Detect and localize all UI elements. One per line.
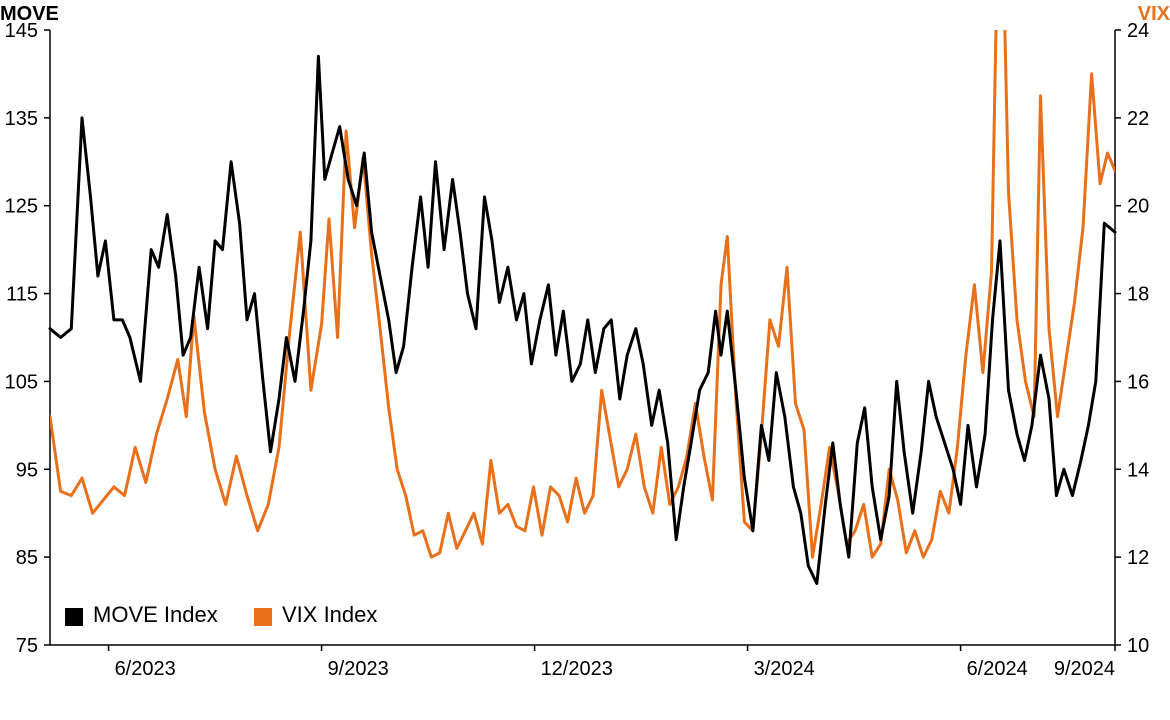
left-tick-label: 95	[16, 459, 38, 481]
left-tick-label: 115	[6, 284, 38, 306]
legend-label: VIX Index	[282, 602, 377, 627]
x-tick-label: 3/2024	[754, 658, 815, 680]
volatility-chart: MOVEVIX758595105115125135145101214161820…	[0, 0, 1170, 720]
left-tick-label: 105	[5, 371, 38, 393]
left-tick-label: 135	[5, 108, 38, 130]
right-tick-label: 24	[1127, 20, 1149, 42]
right-tick-label: 22	[1127, 108, 1149, 130]
right-tick-label: 14	[1127, 459, 1149, 481]
right-tick-label: 18	[1127, 284, 1149, 306]
x-tick-label: 12/2023	[541, 658, 613, 680]
chart-svg: MOVEVIX758595105115125135145101214161820…	[0, 0, 1170, 720]
left-tick-label: 75	[16, 635, 38, 657]
x-tick-label: 6/2024	[967, 658, 1028, 680]
x-tick-label: 9/2024	[1054, 658, 1115, 680]
left-tick-label: 85	[16, 547, 38, 569]
left-tick-label: 145	[5, 20, 38, 42]
right-tick-label: 10	[1127, 635, 1149, 657]
right-tick-label: 16	[1127, 371, 1149, 393]
right-tick-label: 20	[1127, 196, 1149, 218]
legend-swatch	[254, 608, 272, 626]
x-tick-label: 9/2023	[328, 658, 389, 680]
legend-label: MOVE Index	[93, 602, 218, 627]
right-tick-label: 12	[1127, 547, 1149, 569]
x-tick-label: 6/2023	[115, 658, 176, 680]
left-tick-label: 125	[5, 196, 38, 218]
legend-swatch	[65, 608, 83, 626]
